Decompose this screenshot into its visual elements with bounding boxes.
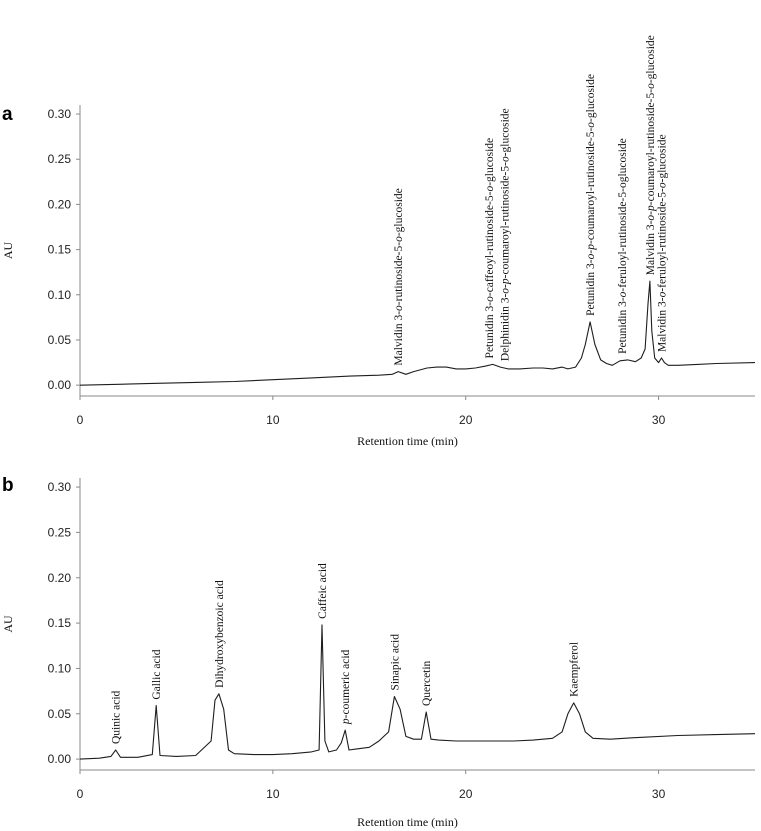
peak-label-a: Petunidin 3-o-feruloyl-rutinoside-5-oglu… [617,138,629,354]
y-axis-title-a: AU [1,242,15,260]
peak-label-b: p-coumeric acid [340,649,352,725]
x-tick-label-b: 10 [266,787,280,801]
y-tick-label-a: 0.30 [48,107,72,121]
peak-label-a: Petunidin 3-o-p-coumaroyl-rutinoside-5-o… [585,74,597,316]
y-tick-label-b: 0.30 [48,480,72,494]
y-tick-label-a: 0.15 [48,243,72,257]
peak-label-b: Dihydroxybenzoic acid [214,580,226,688]
x-tick-label-b: 20 [459,787,473,801]
y-tick-label-a: 0.10 [48,288,72,302]
peak-label-a: Delphinidin 3-o-p-coumaroyl-rutinoside-5… [499,108,511,361]
peak-label-b: Quercetin [421,660,433,706]
peak-label-a: Malvidin 3-o-feruloyl-rutinoside-5-o-glu… [657,134,669,352]
y-tick-label-b: 0.10 [48,661,72,675]
panel-a-letter: a [2,104,13,125]
x-tick-label-b: 30 [652,787,666,801]
y-tick-label-a: 0.05 [48,333,72,347]
peak-label-b: Caffeic acid [317,563,329,619]
x-tick-label-a: 10 [266,413,280,427]
x-tick-label-a: 30 [652,413,666,427]
peak-label-b: Sinapic acid [389,634,401,691]
x-tick-label-a: 20 [459,413,473,427]
peak-label-b: Gallic acid [151,649,163,699]
panel-b-letter: b [2,475,14,496]
chromatogram-panel-b: b 0.00 0.05 0.10 0.15 0.20 0.25 0.30 0 10 20 30 Ret… [1,475,756,829]
y-tick-label-a: 0.25 [48,152,72,166]
peak-label-b: Quinic acid [111,690,123,744]
x-tick-label-b: 0 [77,787,84,801]
y-axis-title-b: AU [1,615,15,633]
x-tick-label-a: 0 [77,413,84,427]
x-axis-title-b: Retention time (min) [357,815,458,829]
y-tick-label-b: 0.15 [48,616,72,630]
y-tick-label-a: 0.20 [48,197,72,211]
chromatogram-trace-b [79,624,756,760]
y-tick-label-a: 0.00 [48,378,72,392]
peak-label-a: Petunidin 3-o-caffeoyl-rutinoside-5-o-gl… [484,138,496,359]
peak-label-a: Malvidin 3-o-rutinoside-5-o-glucoside [393,188,405,365]
chromatogram-trace-a [79,280,756,386]
y-tick-label-b: 0.20 [48,571,72,585]
y-tick-label-b: 0.00 [48,752,72,766]
chromatogram-panel-a: a 0.00 0.05 0.10 0.15 0.20 0.25 0.30 0 10 20 30 Ret… [1,35,756,448]
x-axis-title-a: Retention time (min) [357,434,458,448]
peak-label-a: Malvidin 3-o-p-coumaroyl-rutinoside-5-o-… [645,35,657,275]
y-tick-label-b: 0.25 [48,525,72,539]
peak-label-b: Kaempferol [569,642,581,697]
y-tick-label-b: 0.05 [48,707,72,721]
